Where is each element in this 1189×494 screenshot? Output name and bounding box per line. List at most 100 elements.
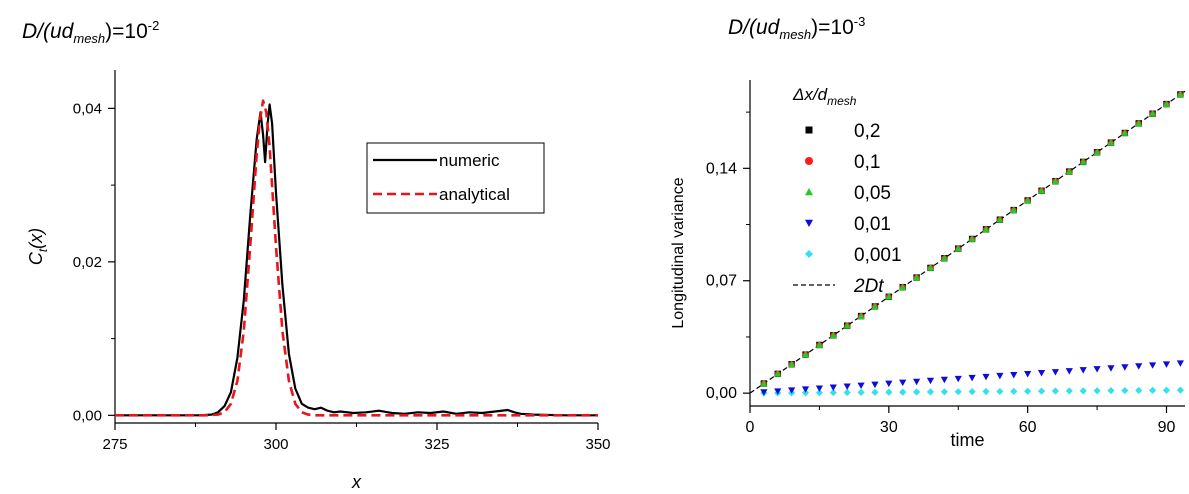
y-tick-label: 0,14 bbox=[706, 160, 737, 177]
data-point-0,01 bbox=[996, 372, 1004, 380]
y-axis-label: Ct(x) bbox=[26, 228, 50, 265]
data-point-0,001 bbox=[885, 388, 893, 396]
data-point-0,05 bbox=[968, 235, 976, 242]
data-point-0,001 bbox=[1135, 386, 1143, 395]
data-point-0,01 bbox=[982, 373, 990, 381]
legend-box bbox=[366, 142, 545, 214]
data-point-0,05 bbox=[843, 322, 851, 329]
data-point-0,001 bbox=[899, 388, 907, 396]
data-point-0,01 bbox=[926, 377, 935, 385]
x-tick-label: 275 bbox=[102, 436, 127, 453]
legend-label: 0,2 bbox=[854, 121, 880, 142]
data-point-0,01 bbox=[1065, 368, 1073, 375]
legend-label: 0,05 bbox=[854, 183, 891, 204]
data-point-0,01 bbox=[1107, 365, 1115, 372]
data-point-0,05 bbox=[1010, 206, 1018, 213]
data-point-0,01 bbox=[1162, 361, 1171, 368]
reference-line-2Dt bbox=[749, 90, 1186, 394]
data-point-0,05 bbox=[926, 264, 935, 271]
y-tick-label: 0,02 bbox=[73, 254, 102, 271]
data-point-0,05 bbox=[954, 245, 962, 252]
x-tick-label: 30 bbox=[880, 419, 898, 436]
legend-label: analytical bbox=[439, 185, 510, 204]
data-point-0,05 bbox=[815, 341, 824, 348]
data-point-0,001 bbox=[829, 388, 837, 397]
data-point-0,01 bbox=[815, 385, 824, 392]
data-point-0,01 bbox=[1024, 371, 1032, 378]
x-axis-label: x bbox=[351, 472, 362, 492]
data-point-0,05 bbox=[1121, 129, 1129, 136]
data-point-0,01 bbox=[899, 379, 907, 387]
legend-marker bbox=[805, 250, 813, 258]
data-point-0,01 bbox=[954, 375, 962, 383]
data-point-0,001 bbox=[1093, 387, 1101, 395]
series-line-numeric bbox=[115, 103, 598, 417]
legend-reference-label: 2Dt bbox=[853, 276, 884, 297]
data-point-0,01 bbox=[829, 384, 837, 391]
data-point-0,001 bbox=[1065, 387, 1073, 395]
data-point-0,001 bbox=[1024, 387, 1032, 395]
data-point-0,05 bbox=[1149, 110, 1157, 117]
x-tick-label: 0 bbox=[746, 419, 755, 436]
data-point-0,001 bbox=[1037, 387, 1046, 395]
legend-marker bbox=[805, 188, 813, 196]
data-point-0,05 bbox=[1079, 158, 1087, 165]
data-point-0,01 bbox=[1079, 367, 1087, 374]
data-point-0,001 bbox=[1107, 387, 1115, 395]
data-point-0,001 bbox=[996, 387, 1004, 396]
data-point-0,001 bbox=[843, 388, 851, 397]
data-point-0,05 bbox=[1162, 100, 1171, 107]
y-tick-label: 0,00 bbox=[706, 385, 737, 402]
data-point-0,01 bbox=[968, 374, 976, 382]
data-point-0,001 bbox=[857, 388, 865, 396]
data-point-0,01 bbox=[857, 382, 865, 390]
data-point-0,01 bbox=[885, 380, 893, 388]
data-point-0,001 bbox=[982, 387, 990, 396]
data-point-0,001 bbox=[1051, 387, 1060, 395]
data-point-0,01 bbox=[1176, 360, 1184, 367]
data-point-0,05 bbox=[1024, 196, 1032, 204]
data-point-0,05 bbox=[801, 351, 810, 358]
data-point-0,01 bbox=[1010, 371, 1018, 379]
data-point-0,01 bbox=[1121, 364, 1129, 371]
y-tick-label: 0,07 bbox=[706, 273, 737, 290]
x-tick-label: 350 bbox=[585, 436, 610, 453]
data-point-0,001 bbox=[940, 388, 948, 396]
data-point-0,01 bbox=[774, 388, 782, 395]
data-point-0,001 bbox=[912, 388, 921, 396]
data-point-0,01 bbox=[871, 381, 879, 389]
data-point-0,05 bbox=[1037, 187, 1046, 194]
data-point-0,001 bbox=[1121, 386, 1129, 395]
legend-label: 0,001 bbox=[854, 245, 902, 266]
legend-marker bbox=[805, 126, 813, 134]
x-tick-label: 325 bbox=[424, 436, 449, 453]
data-point-0,001 bbox=[926, 388, 935, 396]
data-point-0,01 bbox=[1037, 370, 1046, 377]
x-tick-label: 90 bbox=[1158, 419, 1176, 436]
x-tick-label: 300 bbox=[263, 436, 288, 453]
data-point-0,01 bbox=[940, 376, 948, 384]
left-chart-heading: D/(udmesh)=10-2 bbox=[22, 18, 160, 47]
data-point-0,001 bbox=[1162, 386, 1171, 394]
data-point-0,05 bbox=[1065, 167, 1073, 175]
data-point-0,05 bbox=[1051, 177, 1060, 185]
data-point-0,05 bbox=[885, 293, 893, 300]
data-point-0,01 bbox=[912, 378, 921, 386]
y-axis-label: Longitudinal variance bbox=[670, 177, 687, 328]
legend-label: numeric bbox=[439, 151, 500, 170]
data-point-0,05 bbox=[940, 254, 948, 262]
data-point-0,05 bbox=[912, 273, 921, 281]
data-point-0,001 bbox=[1010, 387, 1018, 395]
data-point-0,05 bbox=[829, 331, 837, 339]
data-point-0,01 bbox=[1135, 363, 1143, 370]
data-point-0,001 bbox=[968, 388, 976, 396]
data-point-0,01 bbox=[801, 386, 810, 393]
right-chart-heading: D/(udmesh)=10-3 bbox=[728, 14, 866, 43]
data-point-0,001 bbox=[1149, 386, 1157, 394]
legend-marker bbox=[805, 219, 813, 227]
data-point-0,001 bbox=[815, 389, 824, 397]
data-point-0,05 bbox=[899, 283, 907, 291]
data-point-0,05 bbox=[871, 302, 879, 310]
